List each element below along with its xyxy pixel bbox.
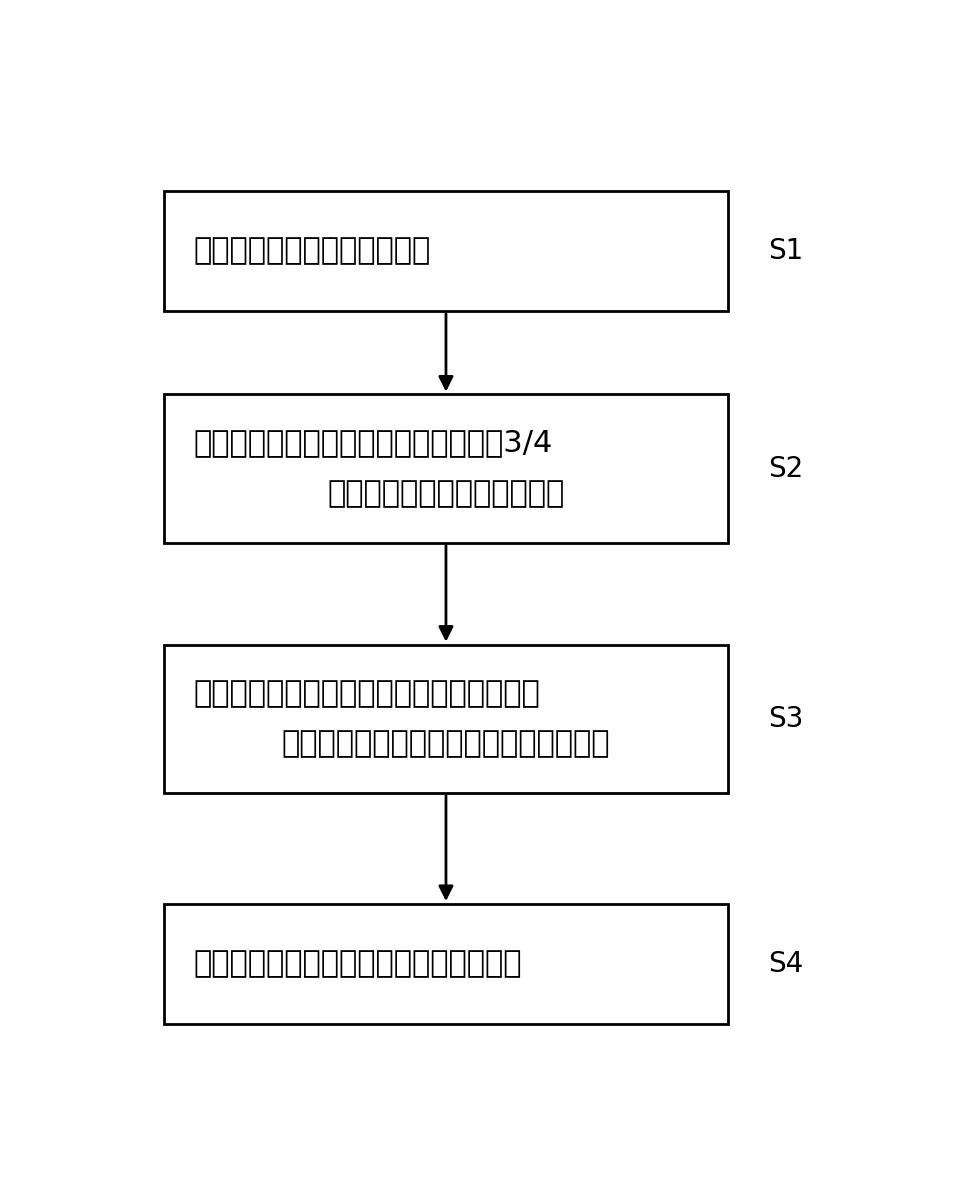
Bar <box>165 645 728 793</box>
Bar <box>165 190 728 312</box>
Text: S1: S1 <box>768 237 804 265</box>
Text: 入扩频码鉴别器，判断扩频信号是否到来: 入扩频码鉴别器，判断扩频信号是否到来 <box>281 730 611 759</box>
Text: S2: S2 <box>768 455 804 482</box>
Text: 接收拼接信号并获取判决数据: 接收拼接信号并获取判决数据 <box>194 236 431 266</box>
Bar <box>165 903 728 1025</box>
Text: S3: S3 <box>768 705 804 733</box>
Text: 将判决数据送入自适应恒虚警判决器和3/4: 将判决数据送入自适应恒虚警判决器和3/4 <box>194 428 553 457</box>
Text: 扩频信号到来后开始对接收信号进行解扩: 扩频信号到来后开始对接收信号进行解扩 <box>194 949 523 979</box>
Text: 将经下变频处理后的拼接信号和判决数据送: 将经下变频处理后的拼接信号和判决数据送 <box>194 678 541 707</box>
Text: 判决器是否成功捕获拼接信号: 判决器是否成功捕获拼接信号 <box>327 480 565 509</box>
Bar <box>165 395 728 543</box>
Text: S4: S4 <box>768 950 804 978</box>
